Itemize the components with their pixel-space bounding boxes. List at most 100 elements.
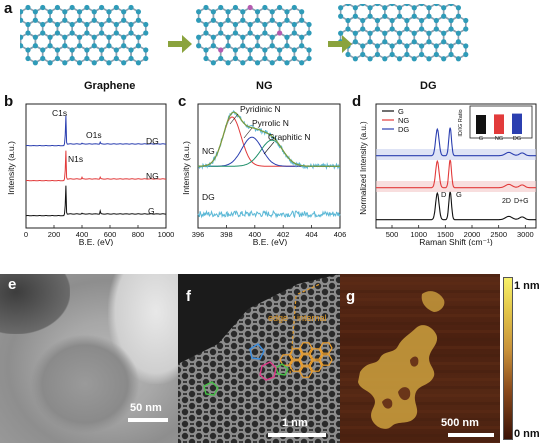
carbon-atom — [203, 30, 209, 36]
hexagon-marker — [319, 354, 333, 366]
carbon-atom — [382, 30, 388, 36]
carbon-atom — [196, 34, 202, 40]
trace-dg — [25, 115, 166, 147]
scan-line — [340, 418, 500, 421]
scan-line — [340, 394, 500, 397]
hexagon-marker — [289, 348, 303, 360]
carbon-atom — [91, 34, 97, 40]
carbon-atom — [374, 51, 381, 58]
colorbar-min-label: 0 nm — [514, 428, 540, 440]
x-tick-label: 400 — [249, 230, 262, 239]
carbon-atom — [360, 17, 366, 24]
carbon-atom — [40, 55, 46, 62]
x-tick-label: 3000 — [517, 230, 534, 239]
heptagon-marker — [259, 361, 277, 381]
carbon-atom — [338, 5, 344, 11]
carbon-atom — [99, 21, 105, 28]
trace-g — [25, 185, 166, 217]
carbon-atom — [433, 4, 439, 7]
carbon-atom — [84, 21, 90, 28]
carbon-atom — [426, 39, 432, 45]
inset-chart: ID/IG Ratio G NG DG — [458, 105, 533, 142]
edge-label: edge — [268, 313, 289, 323]
x-tick-label: 406 — [334, 230, 347, 239]
carbon-atom — [433, 51, 439, 58]
carbon-atom — [62, 43, 68, 49]
carbon-atom — [262, 4, 268, 11]
carbon-atom — [32, 17, 38, 23]
carbon-atom — [411, 13, 417, 19]
dark-flake — [0, 274, 70, 334]
trace-label-ng: NG — [146, 171, 159, 181]
carbon-atom — [448, 43, 454, 49]
x-tick-label: 800 — [132, 230, 145, 239]
carbon-atom — [404, 43, 410, 49]
carbon-atom — [210, 43, 216, 49]
carbon-atom — [247, 30, 253, 36]
scan-line — [340, 314, 500, 317]
edge-boundary — [297, 283, 321, 295]
graphene-flake — [382, 398, 393, 409]
scan-line — [340, 386, 500, 389]
carbon-atom — [62, 9, 68, 15]
carbon-atom — [76, 34, 83, 40]
carbon-atom — [113, 21, 119, 28]
carbon-atom — [128, 55, 134, 62]
carbon-atom — [367, 13, 373, 19]
carbon-atom — [262, 47, 268, 53]
trace-label-dg: DG — [146, 136, 159, 146]
hexagon-marker — [299, 366, 313, 378]
carbon-atom — [463, 26, 469, 32]
carbon-atom — [54, 55, 61, 62]
panel-f-letter: f — [186, 288, 191, 305]
fit-envelope — [198, 111, 340, 167]
carbon-atom — [291, 55, 297, 62]
hexagon-marker — [309, 360, 323, 372]
x-axis-label: B.E. (eV) — [253, 237, 288, 246]
scan-line — [340, 410, 500, 413]
scalebar-e-label: 50 nm — [130, 402, 162, 414]
carbon-atom — [284, 9, 290, 15]
carbon-atom — [196, 43, 202, 49]
carbon-atom — [419, 17, 425, 24]
carbon-atom — [284, 43, 290, 49]
panel-c-chart: 396 398 400 402 404 406 Intensity (a.u.) B.E.… — [181, 103, 347, 246]
carbon-atom — [367, 56, 373, 62]
carbon-atom — [128, 30, 134, 36]
c1s-peak-label: C1s — [52, 108, 67, 118]
carbon-atom — [404, 51, 410, 58]
carbon-atom — [62, 60, 68, 66]
carbon-atom — [106, 17, 112, 23]
carbon-atom — [389, 43, 395, 49]
carbon-atom — [367, 5, 373, 11]
carbon-atom — [345, 17, 351, 24]
carbon-atom — [143, 30, 149, 36]
carbon-atom — [299, 43, 305, 49]
carbon-atom — [218, 47, 224, 53]
carbon-atom — [54, 21, 61, 28]
carbon-atom — [247, 4, 253, 11]
carbon-atom — [203, 55, 209, 62]
inset-bar-dg — [512, 113, 522, 134]
x-tick-label: 1000 — [410, 230, 427, 239]
carbon-atom — [106, 43, 112, 49]
scalebar-e — [128, 418, 168, 422]
carbon-atom — [143, 47, 149, 53]
carbon-atom — [240, 60, 246, 66]
afm-image — [340, 274, 500, 443]
carbon-atom — [254, 34, 261, 40]
ng-label: NG — [256, 80, 273, 92]
carbon-atom — [113, 47, 119, 53]
hexagon-marker — [309, 348, 323, 360]
graphene-lattice — [20, 4, 149, 66]
carbon-atom — [374, 17, 381, 24]
carbon-atom — [345, 4, 351, 7]
inset-bar-g — [476, 115, 486, 134]
legend-ng: NG — [398, 116, 409, 125]
carbon-atom — [240, 9, 246, 15]
panel-d-chart: 500 1000 1500 2000 2500 3000 Normalized Inten… — [359, 103, 537, 246]
carbon-atom — [269, 17, 275, 23]
carbon-atom — [404, 26, 410, 32]
carbon-atom — [128, 4, 134, 11]
carbon-atom — [218, 30, 224, 36]
